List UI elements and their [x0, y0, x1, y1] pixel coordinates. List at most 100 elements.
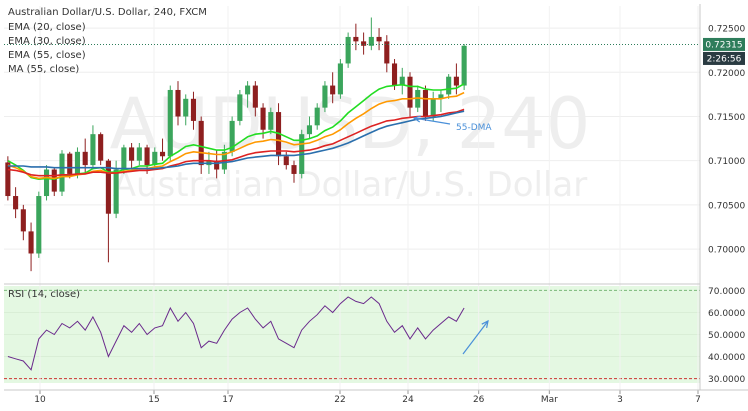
candle-body	[245, 85, 251, 95]
candle-body	[167, 89, 173, 157]
last-price-badge	[703, 37, 745, 51]
time-tick-label: 10	[34, 395, 46, 405]
candle-body	[376, 36, 382, 42]
candle-body	[268, 112, 274, 130]
time-tick-label: 17	[222, 395, 233, 405]
price-tick-label: 0.70000	[708, 246, 745, 256]
candle-body	[43, 169, 50, 197]
legend-ema55[interactable]: EMA (55, close)	[8, 50, 86, 61]
ma55-line	[7, 110, 465, 170]
candle-body	[314, 107, 320, 126]
candle-body	[144, 147, 150, 166]
candle-body	[5, 162, 11, 197]
candle-body	[136, 147, 142, 161]
candle-body	[415, 89, 421, 108]
legend-ema30[interactable]: EMA (30, close)	[8, 36, 86, 47]
candle-body	[28, 231, 34, 254]
moving-averages	[4, 43, 700, 181]
rsi-tick-label: 70.0000	[708, 287, 745, 297]
candle-body	[105, 160, 111, 214]
time-tick-label: 26	[473, 395, 485, 405]
rsi-tick-label: 30.0000	[708, 375, 745, 385]
candle-body	[391, 63, 398, 86]
ma-annotation-arrow	[413, 117, 451, 125]
candle-body	[453, 76, 459, 86]
time-tick-label: 3	[617, 395, 623, 405]
candle-body	[368, 36, 374, 46]
time-grid: 10 15 17 22 24 26 Mar 3 7	[34, 6, 701, 405]
price-tick-label: 0.70500	[708, 201, 745, 211]
time-tick-label: 7	[695, 395, 701, 405]
candle-body	[159, 151, 166, 157]
candle-body	[306, 125, 313, 135]
candle-body	[461, 45, 467, 86]
candle-body	[121, 147, 127, 170]
price-tick-label: 0.72000	[708, 69, 745, 79]
time-tick-label: 22	[334, 395, 345, 405]
candle-body	[330, 85, 336, 95]
candle-body	[322, 85, 328, 108]
candle-body	[283, 156, 289, 166]
last-price-text: 0.72315	[705, 40, 742, 50]
ma-annotation-arrow-head	[412, 115, 421, 123]
candle-body	[175, 89, 181, 117]
candle-body	[361, 41, 367, 46]
legend-ema20[interactable]: EMA (20, close)	[8, 22, 86, 33]
rsi-trend-arrow	[462, 320, 489, 355]
time-tick-label: 15	[148, 395, 159, 405]
annotations	[412, 115, 489, 355]
candle-body	[67, 153, 73, 174]
candle-body	[74, 151, 81, 174]
ma-annotation-label: 55-DMA	[456, 123, 492, 133]
candle-body	[13, 196, 19, 210]
candle-body	[237, 94, 243, 121]
ema55-line	[7, 108, 465, 177]
candle-body	[183, 98, 189, 117]
time-tick-label: Mar	[541, 395, 558, 405]
rsi-line	[7, 296, 465, 371]
candle-body	[129, 147, 135, 161]
candle-body	[82, 151, 88, 166]
price-grid: 0.72500 0.72000 0.71500 0.71000 0.70500 0.700…	[4, 25, 745, 256]
price-tick-label: 0.71000	[708, 157, 745, 167]
watermark-symbol: AUDUSD, 240	[110, 83, 591, 165]
rsi-grid: 70.0000 60.0000 50.0000 40.0000 30.0000	[4, 287, 745, 385]
candle-body	[399, 76, 405, 86]
candle-body	[260, 107, 266, 130]
candle-body	[422, 89, 429, 117]
legend-ma55[interactable]: MA (55, close)	[8, 64, 79, 75]
price-tick-label: 0.72500	[708, 25, 745, 35]
candle-body	[353, 36, 359, 42]
candle-body	[252, 85, 258, 108]
candle-body	[190, 98, 197, 121]
price-badges: 0.72315 2:26:56	[703, 37, 745, 65]
candle-body	[20, 209, 26, 232]
countdown-badge	[703, 51, 745, 65]
candle-body	[337, 63, 343, 95]
countdown-text: 2:26:56	[707, 54, 742, 64]
watermark-name: Australian Dollar/U.S. Dollar	[113, 165, 587, 205]
candle-body	[345, 36, 351, 64]
price-tick-label: 0.71500	[708, 113, 745, 123]
rsi-title[interactable]: RSI (14, close)	[8, 289, 80, 300]
candle-body	[438, 94, 444, 99]
candle-body	[446, 76, 452, 95]
rsi-trend-arrow-head	[481, 319, 489, 328]
candle-body	[214, 160, 220, 170]
candle-body	[291, 165, 297, 174]
candle-body	[384, 41, 390, 64]
candle-body	[229, 120, 235, 152]
candle-body	[90, 134, 96, 166]
candle-body	[113, 169, 119, 214]
chart-title: Australian Dollar/U.S. Dollar, 240, FXCM	[8, 7, 207, 18]
rsi-series	[7, 296, 465, 371]
candle-body	[59, 153, 65, 192]
candle-body	[36, 196, 42, 254]
candle-body	[430, 98, 436, 117]
candle-body	[98, 134, 104, 161]
rsi-tick-label: 40.0000	[708, 353, 745, 363]
candle-body	[407, 76, 413, 108]
candle-body	[152, 151, 158, 166]
